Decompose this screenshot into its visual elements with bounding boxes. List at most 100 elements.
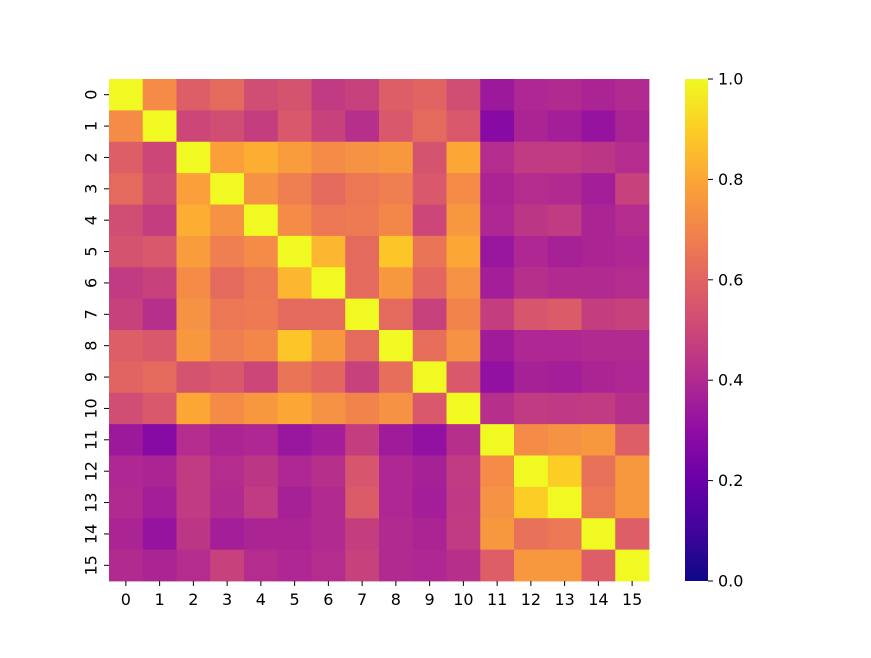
colorbar-gradient	[685, 79, 708, 581]
heatmap-cell-13-11	[480, 486, 515, 519]
heatmap-cell-6-12	[514, 267, 549, 300]
heatmap-cell-13-12	[514, 486, 549, 519]
heatmap-cell-7-12	[514, 298, 549, 331]
heatmap-cell-6-14	[581, 267, 616, 300]
heatmap-cell-1-5	[277, 110, 312, 143]
heatmap-cell-9-9	[412, 361, 447, 394]
heatmap-cell-5-6	[311, 235, 346, 268]
heatmap-cell-7-13	[547, 298, 582, 331]
heatmap-cell-12-4	[244, 455, 279, 488]
heatmap-cell-8-15	[615, 330, 650, 362]
x-tick-label-7: 7	[357, 590, 367, 609]
heatmap-cell-0-10	[446, 79, 481, 111]
heatmap-cell-12-2	[176, 455, 211, 488]
x-tick-label-1: 1	[155, 590, 165, 609]
heatmap-cell-10-2	[176, 392, 211, 425]
heatmap-cell-15-3	[210, 549, 245, 582]
heatmap-cell-9-14	[581, 361, 616, 394]
heatmap-cell-3-8	[379, 173, 414, 205]
heatmap-cell-13-3	[210, 486, 245, 519]
heatmap-cell-11-1	[142, 424, 177, 456]
heatmap-cell-3-12	[514, 173, 549, 205]
heatmap-cell-4-12	[514, 204, 549, 237]
heatmap-cell-3-0	[109, 173, 144, 205]
heatmap-cell-14-11	[480, 518, 515, 551]
y-tick-label-3: 3	[82, 184, 101, 194]
heatmap-cell-14-4	[244, 518, 279, 551]
heatmap-cell-11-2	[176, 424, 211, 456]
y-tick-label-1: 1	[82, 121, 101, 131]
heatmap-cell-14-14	[581, 518, 616, 551]
heatmap-cell-4-7	[345, 204, 380, 237]
y-tick-label-12: 12	[82, 461, 101, 481]
heatmap-cell-0-0	[109, 79, 144, 111]
y-tick-label-4: 4	[82, 215, 101, 225]
heatmap-cell-2-2	[176, 141, 211, 174]
heatmap-cell-12-12	[514, 455, 549, 488]
heatmap-cell-7-2	[176, 298, 211, 331]
heatmap-cell-0-14	[581, 79, 616, 111]
heatmap-cell-4-2	[176, 204, 211, 237]
heatmap-cell-9-5	[277, 361, 312, 394]
heatmap-cell-7-5	[277, 298, 312, 331]
heatmap-cell-4-15	[615, 204, 650, 237]
heatmap-cell-13-9	[412, 486, 447, 519]
heatmap-cell-2-6	[311, 141, 346, 174]
heatmap-cell-1-12	[514, 110, 549, 143]
heatmap-cell-10-4	[244, 392, 279, 425]
colorbar-tick-label-3: 0.6	[718, 270, 743, 289]
x-tick-label-0: 0	[121, 590, 131, 609]
heatmap-cell-0-3	[210, 79, 245, 111]
heatmap-cell-1-8	[379, 110, 414, 143]
heatmap-cell-2-7	[345, 141, 380, 174]
heatmap-cell-14-12	[514, 518, 549, 551]
heatmap-cell-3-1	[142, 173, 177, 205]
heatmap-cell-6-10	[446, 267, 481, 300]
heatmap-cell-3-2	[176, 173, 211, 205]
heatmap-cell-15-9	[412, 549, 447, 582]
heatmap-cell-6-4	[244, 267, 279, 300]
heatmap-cell-11-15	[615, 424, 650, 456]
heatmap-cell-13-2	[176, 486, 211, 519]
heatmap-cell-12-7	[345, 455, 380, 488]
heatmap-cell-7-10	[446, 298, 481, 331]
heatmap-cell-11-5	[277, 424, 312, 456]
heatmap-cell-12-13	[547, 455, 582, 488]
heatmap-cell-15-11	[480, 549, 515, 582]
heatmap-cell-5-8	[379, 235, 414, 268]
heatmap-cell-8-14	[581, 330, 616, 362]
heatmap-cell-1-3	[210, 110, 245, 143]
heatmap-cell-1-7	[345, 110, 380, 143]
heatmap-cell-1-15	[615, 110, 650, 143]
heatmap-cell-15-8	[379, 549, 414, 582]
heatmap-cell-10-7	[345, 392, 380, 425]
x-tick-label-8: 8	[391, 590, 401, 609]
heatmap-cell-3-11	[480, 173, 515, 205]
y-tick-label-0: 0	[82, 90, 101, 100]
heatmap-cell-6-7	[345, 267, 380, 300]
heatmap-cell-11-12	[514, 424, 549, 456]
heatmap-cell-9-15	[615, 361, 650, 394]
heatmap-cell-9-8	[379, 361, 414, 394]
x-tick-label-15: 15	[622, 590, 642, 609]
heatmap-cell-12-8	[379, 455, 414, 488]
heatmap-cell-1-6	[311, 110, 346, 143]
heatmap-cell-5-1	[142, 235, 177, 268]
colorbar-tick-label-5: 1.0	[718, 70, 743, 89]
colorbar: 0.0 0.2 0.4 0.6 0.8 1.0	[685, 70, 743, 591]
y-tick-label-6: 6	[82, 278, 101, 288]
heatmap-cell-15-13	[547, 549, 582, 582]
heatmap-cell-5-13	[547, 235, 582, 268]
y-tick-label-2: 2	[82, 152, 101, 162]
heatmap-cell-3-14	[581, 173, 616, 205]
y-tick-label-7: 7	[82, 309, 101, 319]
heatmap-cell-0-9	[412, 79, 447, 111]
heatmap-cell-8-8	[379, 330, 414, 362]
heatmap-cell-6-3	[210, 267, 245, 300]
heatmap-cell-7-3	[210, 298, 245, 331]
heatmap-cell-11-4	[244, 424, 279, 456]
heatmap-cell-6-0	[109, 267, 144, 300]
heatmap-cell-12-11	[480, 455, 515, 488]
